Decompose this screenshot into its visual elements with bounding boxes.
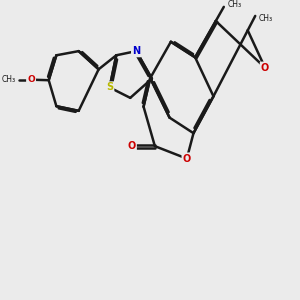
Text: N: N [132, 46, 140, 56]
Text: O: O [183, 154, 191, 164]
Text: O: O [261, 63, 269, 73]
Text: CH₃: CH₃ [227, 0, 242, 9]
Text: S: S [106, 82, 113, 92]
Text: O: O [27, 75, 35, 84]
Text: CH₃: CH₃ [259, 14, 273, 23]
Text: O: O [128, 141, 136, 151]
Text: CH₃: CH₃ [2, 75, 16, 84]
